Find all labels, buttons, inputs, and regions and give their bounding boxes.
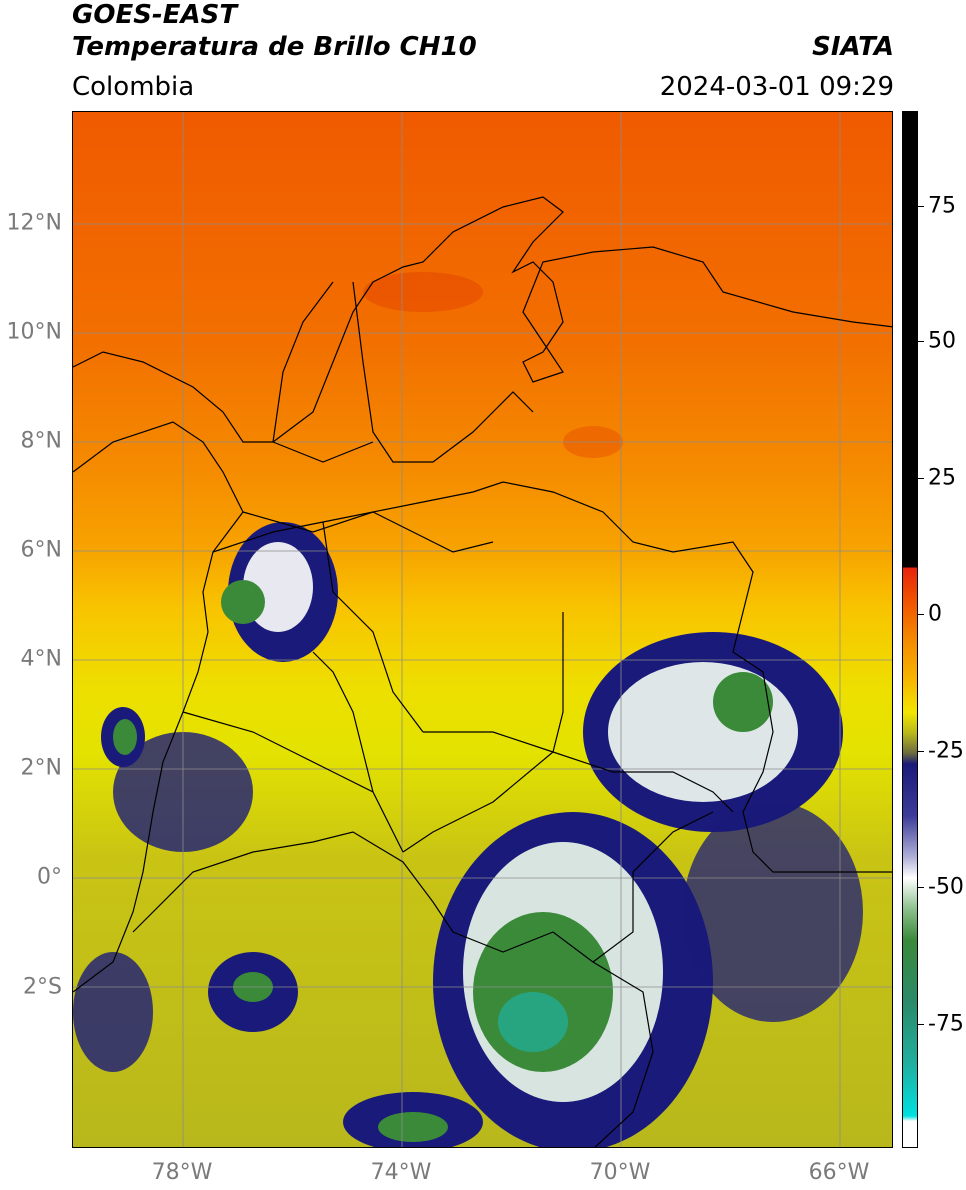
lat-label: 6°N <box>20 537 62 563</box>
lat-label: 10°N <box>6 319 62 345</box>
borders <box>73 196 892 1147</box>
colorbar-label: -50 <box>928 874 964 900</box>
lat-label: 0° <box>37 864 62 890</box>
satellite-map <box>72 111 893 1148</box>
colorbar-tick <box>918 1024 924 1025</box>
colorbar <box>902 111 918 1148</box>
lon-label: 74°W <box>370 1160 432 1185</box>
colorbar-label: -75 <box>928 1011 964 1037</box>
source-label: SIATA <box>812 32 894 62</box>
lat-label: 2°N <box>20 755 62 781</box>
colorbar-label: 50 <box>928 328 956 354</box>
colorbar-label: -25 <box>928 738 964 764</box>
lon-label: 70°W <box>589 1160 651 1185</box>
colorbar-tick <box>918 614 924 615</box>
colorbar-tick <box>918 341 924 342</box>
colorbar-label: 0 <box>928 601 942 627</box>
colorbar-label: 25 <box>928 465 956 491</box>
lat-label: 8°N <box>20 428 62 454</box>
lat-label: 4°N <box>20 646 62 672</box>
graticule <box>73 112 892 1147</box>
colorbar-tick <box>918 206 924 207</box>
cloud-field <box>73 272 863 1147</box>
region-label: Colombia <box>72 72 195 102</box>
lat-label: 12°N <box>6 210 62 236</box>
datetime-label: 2024-03-01 09:29 <box>659 72 894 102</box>
lon-label: 66°W <box>808 1160 870 1185</box>
title-line-2: Temperatura de Brillo CH10 <box>72 32 477 62</box>
lat-label: 2°S <box>23 974 62 1000</box>
colorbar-tick <box>918 478 924 479</box>
lon-label: 78°W <box>151 1160 213 1185</box>
title-line-1: GOES-EAST <box>72 0 238 30</box>
colorbar-tick <box>918 751 924 752</box>
colorbar-label: 75 <box>928 193 956 219</box>
map-canvas <box>73 112 892 1147</box>
colorbar-tick <box>918 887 924 888</box>
